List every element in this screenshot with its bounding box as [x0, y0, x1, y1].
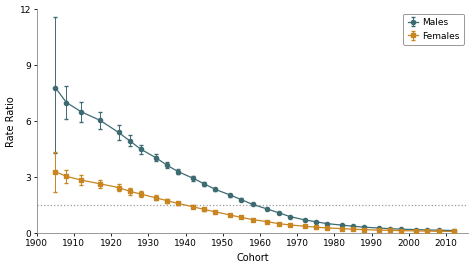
- X-axis label: Cohort: Cohort: [236, 253, 269, 263]
- Legend: Males, Females: Males, Females: [403, 13, 464, 45]
- Y-axis label: Rate Ratio: Rate Ratio: [6, 96, 16, 147]
